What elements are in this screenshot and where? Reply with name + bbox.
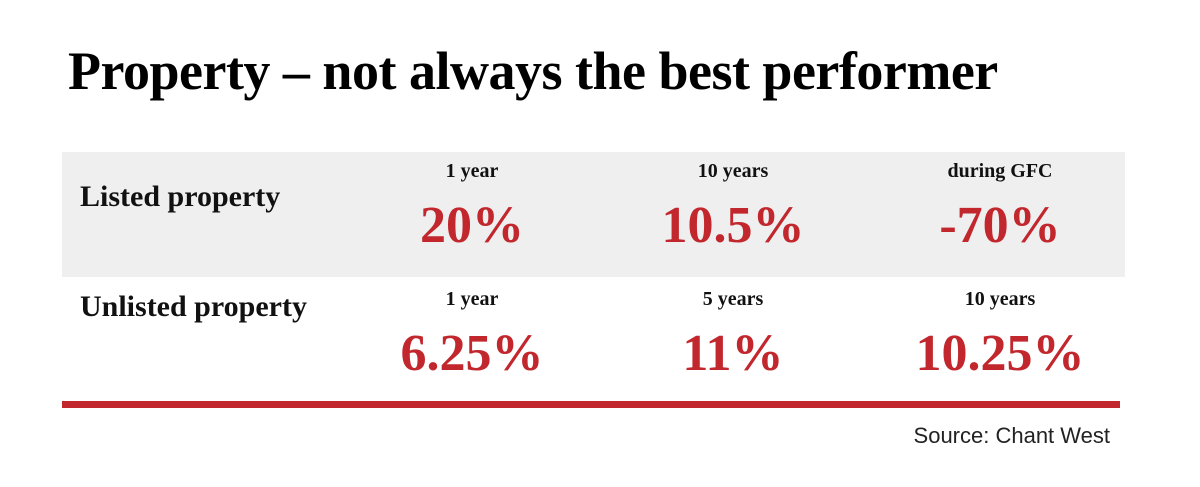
period-label: during GFC — [947, 160, 1053, 182]
value: 20% — [420, 197, 524, 254]
period-label: 10 years — [964, 288, 1036, 310]
divider — [62, 401, 1120, 408]
value: -70% — [939, 197, 1061, 254]
value: 10.5% — [661, 197, 805, 254]
value: 10.25% — [915, 325, 1085, 382]
source: Source: Chant West — [913, 423, 1110, 448]
row-label: Unlisted property — [80, 290, 307, 323]
period-label: 5 years — [702, 288, 764, 310]
title: Property – not always the best performer — [68, 41, 998, 101]
row-band — [62, 152, 1125, 277]
value: 11% — [682, 325, 784, 382]
value: 6.25% — [400, 325, 544, 382]
period-label: 1 year — [445, 160, 499, 182]
period-label: 10 years — [697, 160, 769, 182]
period-label: 1 year — [445, 288, 499, 310]
row-label: Listed property — [80, 180, 281, 213]
